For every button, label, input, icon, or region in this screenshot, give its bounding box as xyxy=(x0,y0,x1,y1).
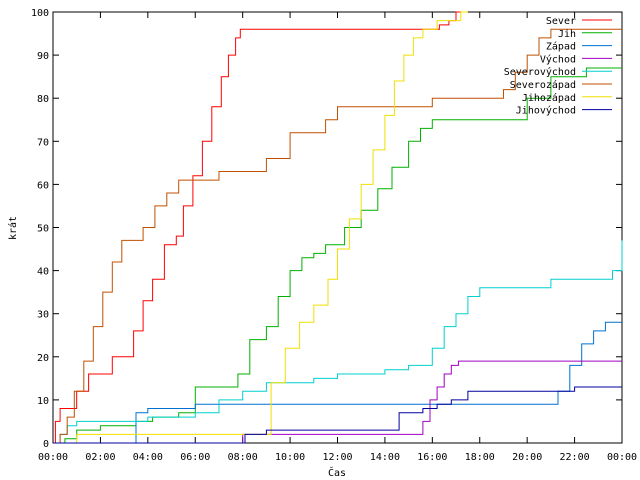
x-tick-label: 12:00 xyxy=(322,452,352,463)
series-line-jihozapad xyxy=(53,11,468,444)
x-axis: 00:00 02:00 04:00 06:00 08:00 10:00 12:00 14:00… xyxy=(38,12,637,463)
y-tick-label: 70 xyxy=(37,137,49,148)
x-tick-label: 02:00 xyxy=(85,452,115,463)
x-tick-label: 10:00 xyxy=(275,452,305,463)
y-tick-label: 10 xyxy=(37,396,49,407)
y-tick-label: 20 xyxy=(37,353,49,364)
series-line-severovychod xyxy=(53,240,623,444)
y-tick-label: 90 xyxy=(37,51,49,62)
series-lines xyxy=(53,11,623,444)
y-tick-label: 100 xyxy=(31,8,49,19)
legend-label: Východ xyxy=(540,53,576,65)
series-line-vychod xyxy=(53,360,622,444)
x-tick-label: 06:00 xyxy=(180,452,210,463)
legend-label: Sever xyxy=(546,16,576,27)
legend-label: Jihovýchod xyxy=(516,105,576,117)
x-axis-title: Čas xyxy=(328,466,346,479)
series-line-zapad xyxy=(53,321,622,444)
series-line-severozapad xyxy=(53,28,622,444)
x-tick-label: 20:00 xyxy=(512,452,542,463)
legend-label: Severozápad xyxy=(510,79,576,91)
y-axis: 0 10 20 30 40 50 60 70 80 90 100 xyxy=(31,8,622,450)
legend: Sever JihZápadVýchodSeverovýchodSeverozáp… xyxy=(504,16,612,117)
y-tick-label: 30 xyxy=(37,310,49,321)
series-line-jih xyxy=(53,67,622,444)
x-tick-label: 08:00 xyxy=(228,452,258,463)
y-tick-label: 0 xyxy=(43,439,49,450)
y-tick-label: 80 xyxy=(37,94,49,105)
y-tick-label: 50 xyxy=(37,224,49,235)
legend-label: Jihozápad xyxy=(522,92,576,104)
x-tick-label: 16:00 xyxy=(417,452,447,463)
y-tick-label: 60 xyxy=(37,180,49,191)
x-tick-label: 14:00 xyxy=(370,452,400,463)
legend-label: Jih xyxy=(558,29,576,40)
legend-label: Západ xyxy=(546,41,576,53)
x-tick-label: 18:00 xyxy=(465,452,495,463)
y-tick-label: 40 xyxy=(37,267,49,278)
y-axis-title: krát xyxy=(7,216,19,240)
x-tick-label: 00:00 xyxy=(607,452,637,463)
series-line-jihovychod xyxy=(53,386,622,444)
legend-label: Severovýchod xyxy=(504,66,576,78)
x-tick-label: 04:00 xyxy=(133,452,163,463)
series-line-sever xyxy=(53,11,461,444)
x-tick-label: 00:00 xyxy=(38,452,68,463)
x-tick-label: 22:00 xyxy=(560,452,590,463)
